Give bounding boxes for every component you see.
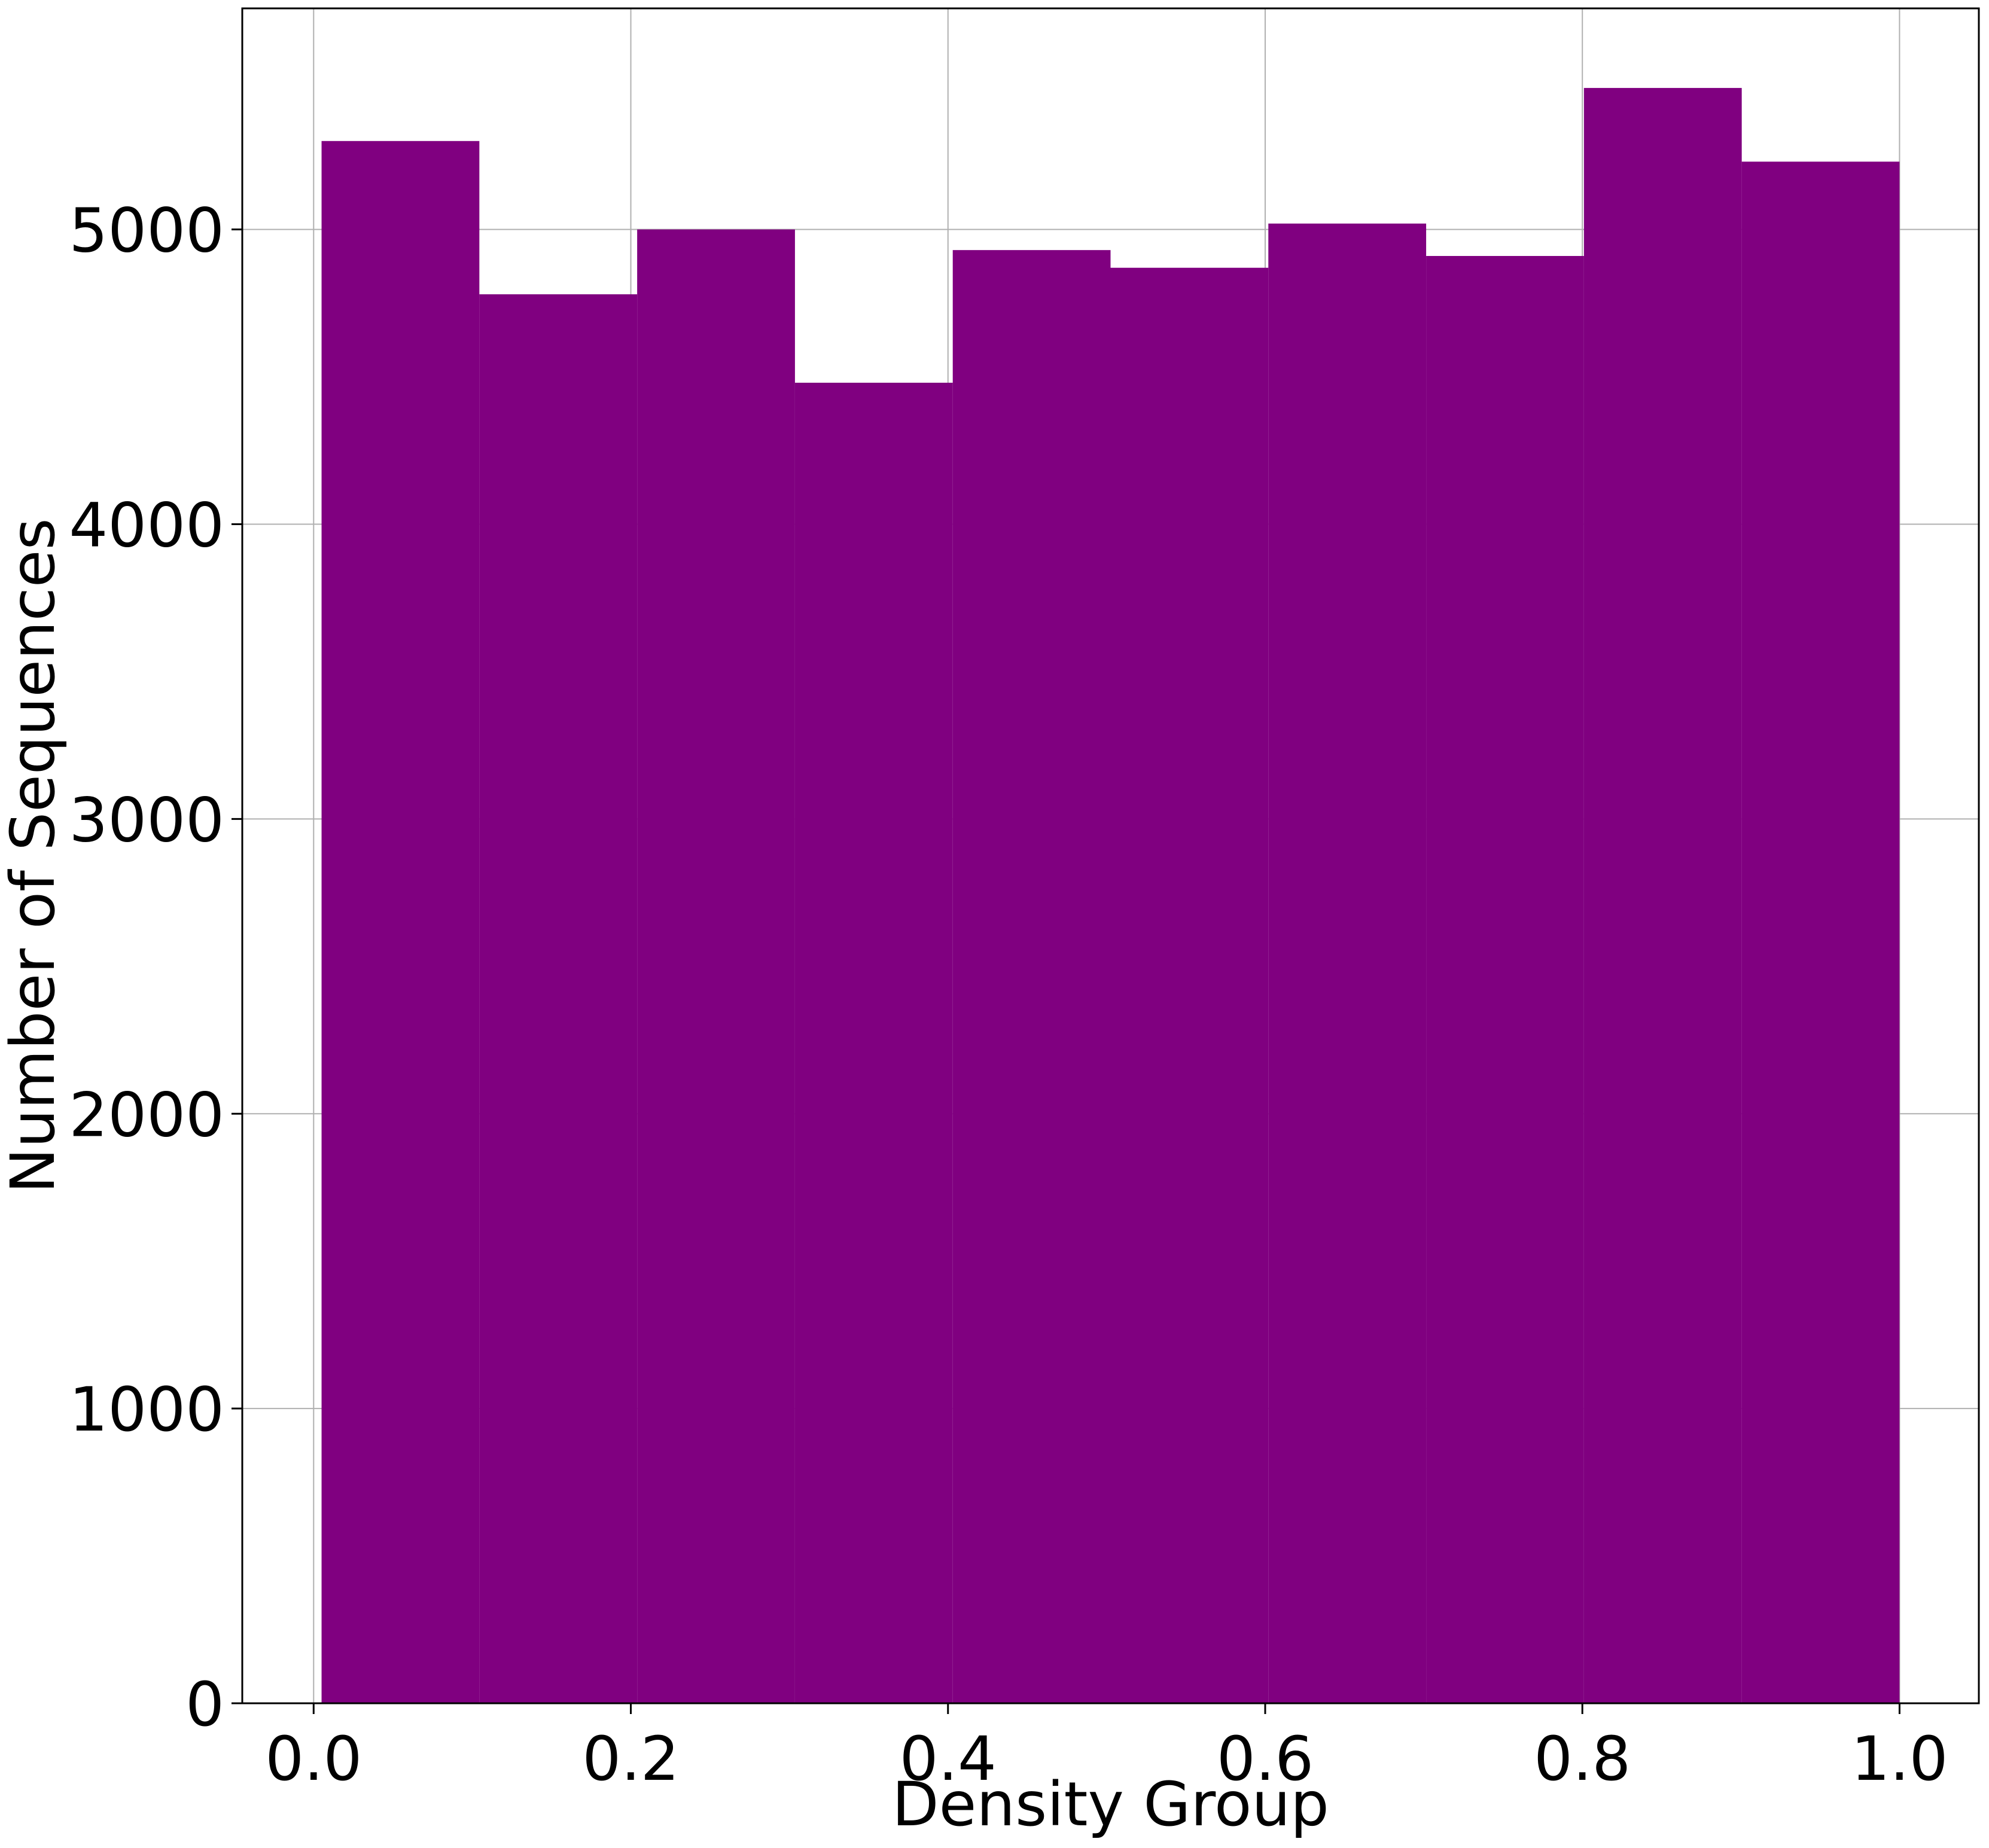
y-tick-label: 3000: [69, 785, 224, 856]
y-axis-label: Number of Sequences: [0, 518, 69, 1193]
x-tick-label: 0.8: [1534, 1724, 1631, 1795]
x-tick-label: 0.0: [265, 1724, 362, 1795]
histogram-bar-7: [1268, 223, 1427, 1704]
histogram-bar-1: [321, 141, 480, 1704]
histogram-bar-5: [952, 250, 1111, 1703]
histogram-bar-8: [1426, 256, 1584, 1703]
y-tick-label: 0: [185, 1669, 224, 1740]
y-tick-label: 5000: [69, 196, 224, 267]
y-tick-label: 2000: [69, 1079, 224, 1151]
histogram-bar-4: [794, 382, 953, 1703]
plot-frame: [241, 7, 1980, 1704]
histogram-bars: [321, 88, 1900, 1704]
histogram-bar-9: [1583, 88, 1742, 1704]
axis-ticks: 0.0 0.2 0.4 0.6 0.8 1.0 0 1000 2000 3000 4000 5000: [69, 196, 1948, 1795]
x-tick-label: 0.6: [1217, 1724, 1314, 1795]
histogram-bar-6: [1110, 267, 1269, 1704]
y-tick-label: 1000: [69, 1374, 224, 1446]
y-tick-label: 4000: [69, 490, 224, 562]
histogram-bar-10: [1741, 161, 1900, 1703]
x-axis-label: Density Group: [892, 1769, 1329, 1840]
histogram-bar-3: [637, 229, 795, 1704]
x-tick-label: 0.2: [582, 1724, 679, 1795]
histogram-bar-2: [479, 294, 638, 1703]
x-tick-label: 0.4: [900, 1724, 997, 1795]
x-tick-label: 1.0: [1851, 1724, 1948, 1795]
